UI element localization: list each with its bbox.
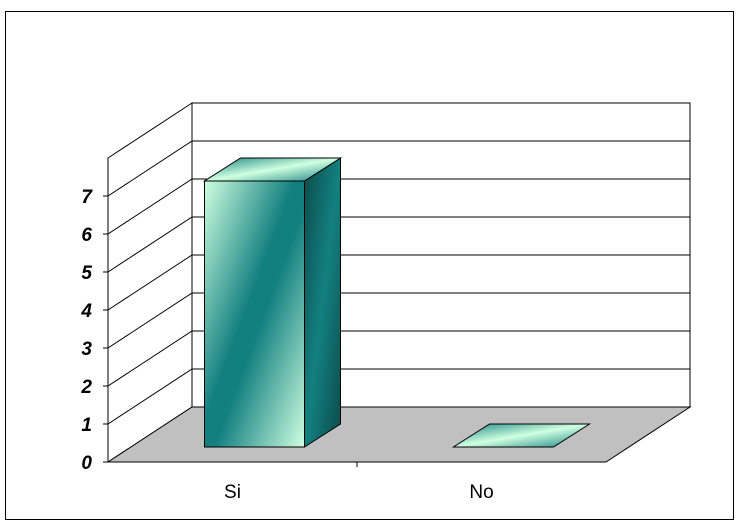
y-tick-label: 3 — [81, 339, 92, 360]
bars — [202, 157, 592, 448]
x-tick-label: Si — [224, 482, 241, 503]
bar — [202, 157, 343, 448]
chart-walls — [106, 102, 692, 463]
gridlines — [107, 140, 690, 425]
gridline — [107, 292, 690, 349]
gridline — [107, 330, 690, 387]
y-tick-label: 4 — [80, 301, 92, 322]
x-axis-labels: Si No — [224, 482, 494, 503]
y-axis-ticks: 0 1 2 3 4 5 6 7 — [80, 187, 108, 474]
y-tick-label: 2 — [80, 377, 92, 398]
gridline — [107, 254, 690, 311]
chart-border — [5, 11, 734, 520]
floor — [106, 406, 692, 463]
gridline — [107, 368, 690, 425]
bar-top — [202, 157, 343, 182]
y-tick-label: 0 — [81, 453, 92, 474]
y-tick-label: 7 — [81, 187, 93, 208]
gridline — [107, 140, 690, 197]
gridline — [107, 216, 690, 273]
bar — [451, 423, 592, 448]
bar-top — [451, 423, 592, 448]
y-tick-label: 1 — [81, 415, 92, 436]
bar-side — [304, 157, 341, 448]
y-tick-label: 5 — [81, 263, 92, 284]
bar-front — [204, 180, 305, 448]
y-tick-label: 6 — [81, 225, 92, 246]
gridline — [107, 178, 690, 235]
x-tick-label: No — [469, 482, 493, 503]
